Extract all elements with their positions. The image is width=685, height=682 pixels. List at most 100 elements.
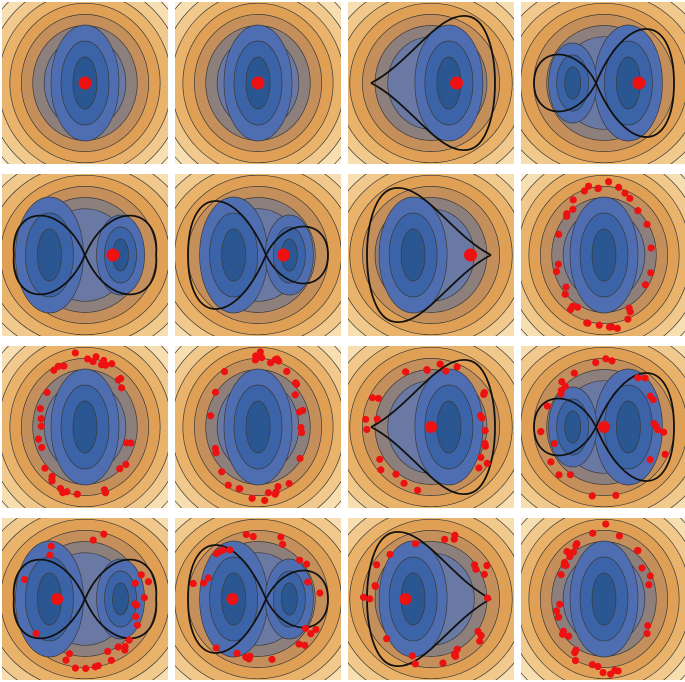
sample-point (559, 627, 568, 635)
sample-point (261, 496, 269, 505)
sample-point (376, 455, 384, 463)
sample-point (277, 533, 285, 541)
sample-point (470, 561, 479, 569)
sample-point (477, 453, 485, 462)
sample-point (363, 425, 371, 434)
sample-point (46, 551, 54, 559)
sample-point (252, 352, 260, 360)
contour-plot (521, 346, 685, 508)
sample-point (100, 486, 109, 494)
sample-point (133, 621, 141, 629)
sample-point (211, 444, 220, 453)
sample-point (605, 178, 613, 186)
sample-point (233, 649, 241, 657)
sample-point (34, 435, 43, 443)
sample-point (137, 571, 145, 579)
sample-point (649, 396, 657, 404)
sample-point (641, 281, 649, 289)
sample-point (104, 647, 112, 656)
sample-point (613, 324, 621, 332)
sample-point (312, 625, 320, 634)
sample-point (37, 415, 45, 423)
sample-point (144, 578, 153, 586)
sample-point (480, 570, 488, 578)
contour-panel-r3c0 (2, 518, 168, 680)
sample-point (204, 574, 212, 582)
sample-point (634, 374, 642, 382)
sample-point (483, 561, 491, 570)
sample-point (474, 627, 482, 636)
sample-point (552, 607, 560, 615)
sample-point (595, 321, 603, 329)
sample-point (570, 369, 578, 377)
sample-point (594, 662, 602, 671)
sample-point (274, 482, 282, 491)
sample-point (302, 560, 311, 568)
sample-point (71, 349, 79, 357)
sample-point (615, 183, 623, 191)
sample-point (189, 579, 197, 588)
sample-point (283, 367, 291, 376)
sample-point (114, 376, 123, 384)
well-contour (564, 410, 581, 444)
sample-point (475, 464, 483, 472)
sample-point (89, 536, 97, 544)
well-contour (281, 582, 298, 616)
sample-point (450, 535, 458, 543)
sample-point (558, 378, 566, 386)
sample-point (569, 205, 577, 213)
contour-plot (521, 174, 685, 336)
well-contour (221, 228, 246, 282)
sample-point (296, 556, 304, 564)
sample-point (140, 594, 148, 602)
sample-point (608, 357, 616, 365)
sample-point (386, 550, 394, 559)
sample-point (589, 529, 597, 537)
sample-point (638, 564, 646, 572)
sample-point (226, 546, 234, 554)
contour-panel-r0c0 (2, 2, 168, 164)
contour-panel-r1c2 (348, 174, 514, 336)
sample-point (483, 594, 492, 602)
contour-plot (175, 174, 341, 336)
sample-point (245, 655, 253, 663)
sample-point (82, 664, 90, 673)
contour-plot (175, 518, 341, 680)
sample-point (411, 540, 420, 548)
sample-point (41, 464, 49, 472)
sample-point (557, 571, 565, 579)
sample-point (249, 532, 257, 541)
sample-point (296, 454, 304, 463)
contour-panel-r0c2 (348, 2, 514, 164)
well-contour (591, 572, 617, 626)
contour-panel-r2c3 (521, 346, 685, 508)
sample-point (65, 650, 74, 658)
sample-point (374, 394, 383, 403)
sample-point (359, 593, 368, 601)
sample-point (561, 290, 569, 298)
sample-point (94, 662, 102, 670)
sample-point (481, 440, 489, 448)
sample-point (588, 492, 596, 500)
sample-point (608, 323, 616, 331)
contour-panel-r1c1 (175, 174, 341, 336)
contour-panel-r3c3 (521, 518, 685, 680)
sample-point (606, 670, 615, 678)
sample-point (268, 655, 276, 663)
sample-point (292, 379, 300, 387)
sample-point (483, 459, 491, 468)
sample-point (36, 405, 44, 413)
sample-point (212, 644, 220, 652)
well-contour (616, 400, 641, 454)
separatrix-curve (187, 200, 329, 310)
sample-point (563, 212, 571, 220)
contour-plot (175, 346, 341, 508)
sample-point (565, 632, 573, 640)
sample-point (215, 548, 224, 556)
cluster-point (399, 593, 412, 605)
cluster-point (425, 421, 437, 433)
sample-point (643, 220, 651, 228)
sample-point (634, 546, 642, 555)
sample-point (400, 479, 408, 487)
